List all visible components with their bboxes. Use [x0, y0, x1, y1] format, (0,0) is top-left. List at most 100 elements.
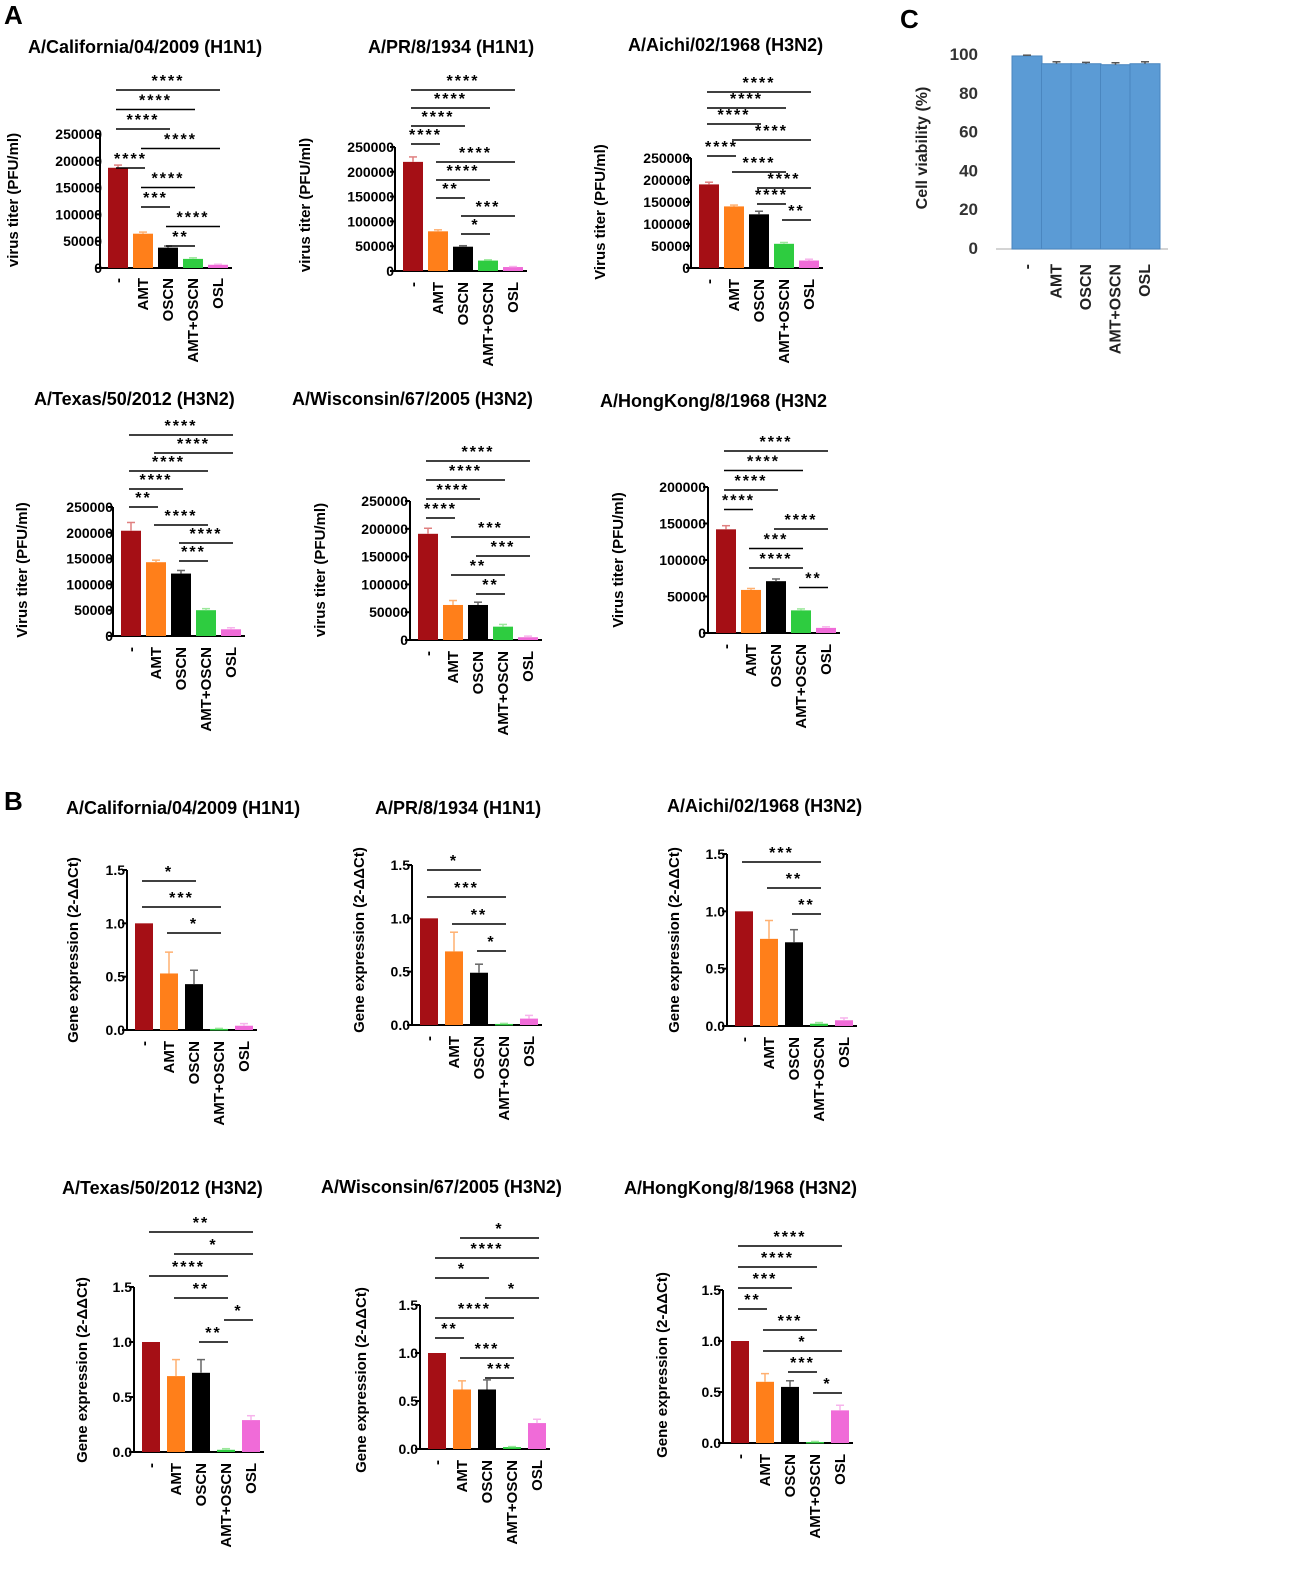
x-tick-label: OSCN [782, 1454, 799, 1497]
y-tick-label: 50000 [74, 602, 113, 618]
x-tick-label: OSCN [768, 644, 785, 687]
x-tick-label: AMT [743, 644, 760, 677]
y-tick-label: 200000 [643, 172, 690, 188]
significance-label: **** [718, 107, 751, 124]
chart-a4: A/Texas/50/2012 (H3N2) Virus titer (PFU/m… [14, 389, 245, 732]
significance-label: **** [747, 454, 780, 471]
significance-label: **** [768, 171, 801, 188]
y-tick-label: 200000 [66, 525, 113, 541]
bar- [403, 161, 423, 271]
y-axis-label: Gene expression (2-ΔΔCt) [654, 1272, 671, 1458]
significance-label: **** [434, 91, 467, 108]
significance-label: ** [482, 577, 498, 594]
bar-amt-oscn [478, 260, 498, 271]
y-tick-label: 0.5 [702, 1384, 722, 1400]
significance-label: * [209, 1237, 217, 1254]
x-tick-label: OSL [243, 1463, 260, 1494]
x-tick-label: AMT+OSCN [211, 1041, 228, 1126]
bar-amt-oscn [503, 1447, 521, 1449]
bar-amt [428, 231, 448, 271]
y-tick-label: 50000 [651, 238, 690, 254]
y-tick-label: 80 [959, 84, 978, 103]
bar-amt-oscn [196, 610, 216, 636]
y-tick-label: 0 [94, 260, 102, 276]
x-tick-label: - [136, 1041, 153, 1046]
y-tick-label: 250000 [643, 150, 690, 166]
significance-label: **** [722, 493, 755, 510]
panel-label-a: A [4, 0, 23, 30]
x-tick-label: AMT+OSCN [807, 1454, 824, 1539]
y-axis-label: Virus titer (PFU/ml) [610, 492, 627, 628]
significance-label: **** [705, 139, 738, 156]
significance-label: ** [798, 897, 814, 914]
significance-label: **** [114, 151, 147, 168]
x-tick-label: - [429, 1460, 446, 1465]
y-tick-label: 150000 [643, 194, 690, 210]
significance-label: *** [169, 890, 194, 907]
significance-label: **** [774, 1229, 807, 1246]
charts-layer: A/California/04/2009 (H1N1) virus titer (… [5, 35, 1168, 1548]
significance-label: **** [447, 163, 480, 180]
y-tick-label: 0.0 [391, 1017, 411, 1033]
significance-label: **** [172, 1259, 205, 1276]
bar-amt [443, 604, 463, 640]
x-tick-label: OSCN [160, 278, 177, 321]
x-tick-label: AMT+OSCN [504, 1460, 521, 1545]
y-axis-label: Gene expression (2-ΔΔCt) [65, 857, 82, 1043]
x-tick-label: OSL [801, 279, 818, 310]
y-tick-label: 200000 [659, 479, 706, 495]
y-tick-label: 100000 [66, 576, 113, 592]
x-tick-label: OSL [1137, 264, 1154, 297]
bar- [108, 167, 128, 268]
x-tick-label: - [718, 644, 735, 649]
x-tick-label: - [110, 278, 127, 283]
chart-a2: A/PR/8/1934 (H1N1) virus titer (PFU/ml) 0 5… [297, 37, 534, 367]
significance-label: *** [790, 1355, 815, 1372]
x-tick-label: OSCN [455, 282, 472, 325]
x-tick-label: AMT+OSCN [1108, 264, 1125, 354]
significance-label: **** [152, 73, 185, 90]
y-tick-label: 0.0 [106, 1022, 126, 1038]
y-tick-label: 50000 [355, 238, 394, 254]
chart-title: A/Wisconsin/67/2005 (H3N2) [321, 1177, 562, 1197]
chart-title: A/Aichi/02/1968 (H3N2) [667, 796, 862, 816]
significance-label: *** [487, 1361, 512, 1378]
y-axis-label: Gene expression (2-ΔΔCt) [351, 847, 368, 1033]
significance-label: * [165, 864, 173, 881]
bar- [731, 1341, 749, 1443]
chart-title: A/California/04/2009 (H1N1) [66, 798, 300, 818]
bar- [135, 923, 153, 1030]
bar-oscn [781, 1386, 799, 1443]
y-tick-label: 0.5 [706, 961, 726, 977]
significance-label: * [450, 853, 458, 870]
bar-amt [1041, 63, 1072, 250]
x-tick-label: OSL [521, 1036, 538, 1067]
x-tick-label: OSL [223, 647, 240, 678]
y-tick-label: 150000 [347, 189, 394, 205]
x-tick-label: OSL [236, 1041, 253, 1072]
bar-amt [146, 562, 166, 636]
bar-amt-oscn [791, 610, 811, 633]
y-tick-label: 100000 [659, 552, 706, 568]
bar-oscn [171, 573, 191, 636]
bar- [716, 529, 736, 633]
significance-label: **** [755, 187, 788, 204]
bar-osl [528, 1423, 546, 1449]
x-tick-label: OSCN [186, 1041, 203, 1084]
y-axis-label: Gene expression (2-ΔΔCt) [666, 847, 683, 1033]
bar-amt [724, 206, 744, 268]
bar-amt [167, 1376, 185, 1452]
chart-b3: A/Aichi/02/1968 (H3N2) Gene expression (2… [666, 796, 862, 1122]
x-tick-label: AMT+OSCN [793, 644, 810, 729]
y-tick-label: 0.5 [106, 969, 126, 985]
bar-amt [453, 1389, 471, 1449]
x-tick-label: OSCN [173, 647, 190, 690]
significance-label: *** [478, 520, 503, 537]
significance-label: **** [760, 434, 793, 451]
y-tick-label: 1.5 [706, 846, 726, 862]
bar-osl [503, 267, 523, 271]
significance-label: **** [743, 75, 776, 92]
chart-b6: A/HongKong/8/1968 (H3N2) Gene expression … [624, 1178, 857, 1539]
significance-label: ** [441, 1321, 457, 1338]
chart-a5: A/Wisconsin/67/2005 (H3N2) virus titer (P… [292, 389, 542, 736]
